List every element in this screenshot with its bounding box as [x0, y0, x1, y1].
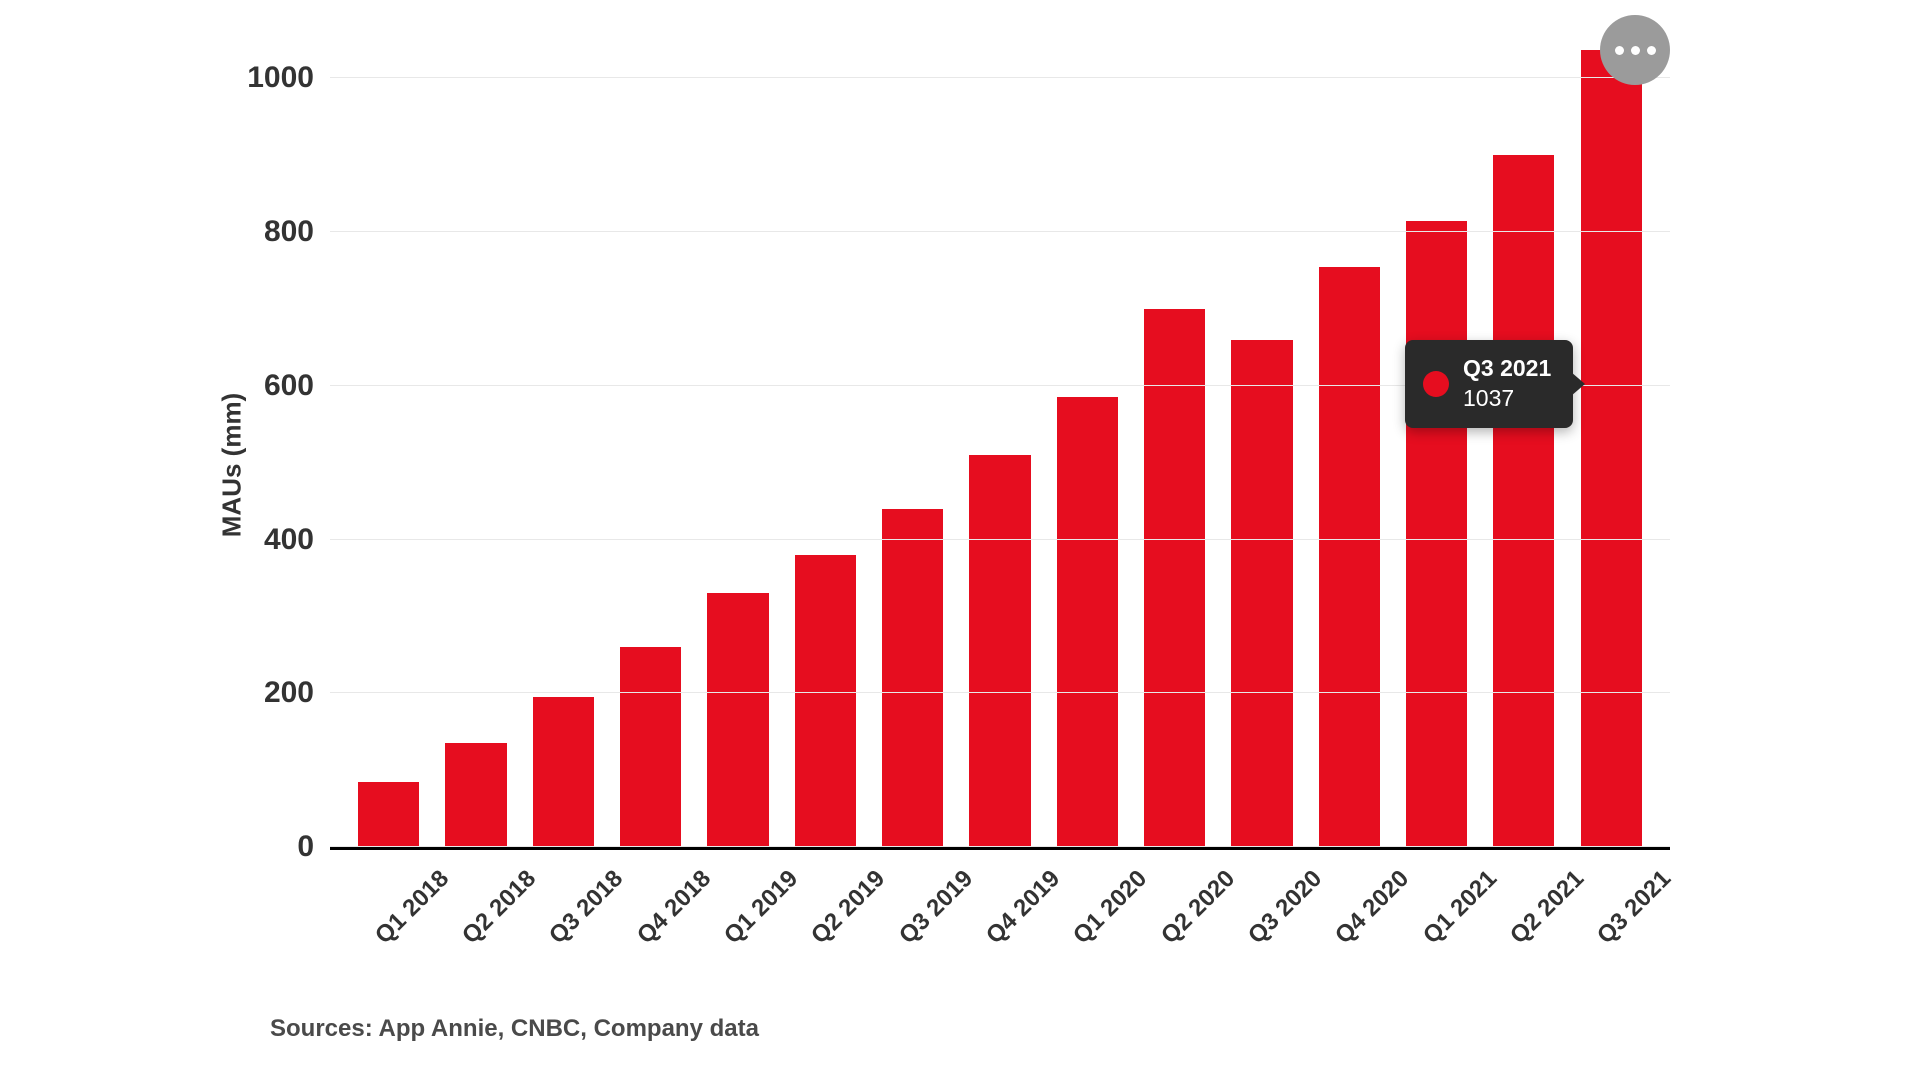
tooltip-label: Q3 2021 [1463, 354, 1551, 384]
bar-slot: Q2 2020 [1131, 40, 1218, 847]
x-tick-label: Q2 2021 [1505, 865, 1590, 950]
bar[interactable] [795, 555, 856, 847]
bar[interactable] [969, 455, 1030, 847]
bar-slot: Q3 2018 [520, 40, 607, 847]
x-tick-label: Q3 2021 [1592, 865, 1677, 950]
bar-slot: Q2 2021 [1480, 40, 1567, 847]
bar-slot: Q3 2021 [1568, 40, 1655, 847]
tooltip: Q3 2021 1037 [1405, 340, 1573, 428]
x-tick-label: Q4 2019 [981, 865, 1066, 950]
more-options-button[interactable] [1600, 15, 1670, 85]
bar[interactable] [1231, 340, 1292, 847]
ellipsis-icon [1631, 46, 1640, 55]
bar-slot: Q1 2018 [345, 40, 432, 847]
gridline [330, 231, 1670, 232]
bar-slot: Q4 2018 [607, 40, 694, 847]
x-tick-label: Q2 2019 [806, 865, 891, 950]
bar-slot: Q1 2021 [1393, 40, 1480, 847]
bar[interactable] [707, 593, 768, 847]
gridline [330, 77, 1670, 78]
ellipsis-icon [1615, 46, 1624, 55]
bars-container: Q1 2018Q2 2018Q3 2018Q4 2018Q1 2019Q2 20… [330, 40, 1670, 847]
bar[interactable] [358, 782, 419, 847]
bar[interactable] [445, 743, 506, 847]
x-tick-label: Q4 2020 [1330, 865, 1415, 950]
x-tick-label: Q3 2020 [1243, 865, 1328, 950]
x-tick-label: Q4 2018 [632, 865, 717, 950]
tooltip-value: 1037 [1463, 384, 1551, 414]
gridline [330, 692, 1670, 693]
y-tick-label: 400 [264, 523, 314, 557]
bar-slot: Q4 2020 [1306, 40, 1393, 847]
x-tick-label: Q2 2020 [1156, 865, 1241, 950]
y-tick-label: 0 [297, 830, 314, 864]
x-tick-label: Q3 2018 [544, 865, 629, 950]
y-tick-label: 200 [264, 676, 314, 710]
x-tick-label: Q1 2020 [1068, 865, 1153, 950]
tooltip-marker-icon [1423, 371, 1449, 397]
bar-slot: Q3 2020 [1218, 40, 1305, 847]
gridline [330, 539, 1670, 540]
x-tick-label: Q3 2019 [894, 865, 979, 950]
bar-slot: Q4 2019 [956, 40, 1043, 847]
x-tick-label: Q1 2019 [719, 865, 804, 950]
plot-area: Q1 2018Q2 2018Q3 2018Q4 2018Q1 2019Q2 20… [330, 40, 1670, 850]
bar[interactable] [620, 647, 681, 847]
bar[interactable] [533, 697, 594, 847]
bar-slot: Q2 2019 [782, 40, 869, 847]
bar[interactable] [1319, 267, 1380, 847]
bar-slot: Q2 2018 [432, 40, 519, 847]
bar[interactable] [1057, 397, 1118, 847]
bar-slot: Q3 2019 [869, 40, 956, 847]
bar[interactable] [1406, 221, 1467, 847]
x-tick-label: Q1 2021 [1418, 865, 1503, 950]
y-tick-label: 800 [264, 215, 314, 249]
y-tick-label: 1000 [247, 61, 314, 95]
x-tick-label: Q2 2018 [457, 865, 542, 950]
bar-slot: Q1 2019 [694, 40, 781, 847]
ellipsis-icon [1647, 46, 1656, 55]
y-tick-label: 600 [264, 369, 314, 403]
y-axis-label: MAUs (mm) [217, 393, 248, 537]
tooltip-text: Q3 2021 1037 [1463, 354, 1551, 414]
gridline [330, 846, 1670, 847]
bar-slot: Q1 2020 [1044, 40, 1131, 847]
bar[interactable] [1581, 50, 1642, 847]
source-attribution: Sources: App Annie, CNBC, Company data [270, 1015, 759, 1043]
x-tick-label: Q1 2018 [370, 865, 455, 950]
bar-chart: MAUs (mm) Q1 2018Q2 2018Q3 2018Q4 2018Q1… [230, 30, 1680, 900]
bar[interactable] [882, 509, 943, 847]
bar[interactable] [1493, 155, 1554, 847]
bar[interactable] [1144, 309, 1205, 847]
